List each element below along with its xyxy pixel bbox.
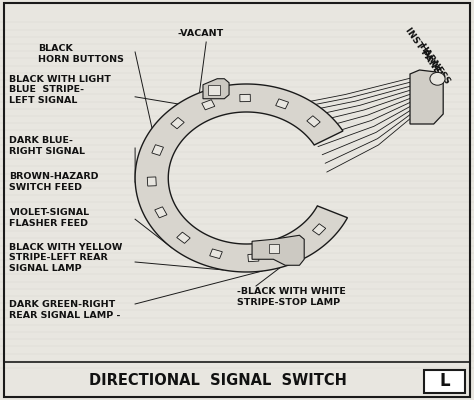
Text: BLACK WITH YELLOW
STRIPE-LEFT REAR
SIGNAL LAMP: BLACK WITH YELLOW STRIPE-LEFT REAR SIGNA… — [9, 243, 123, 273]
Polygon shape — [147, 177, 156, 186]
Text: INST PANEL: INST PANEL — [403, 26, 445, 80]
Circle shape — [430, 72, 445, 85]
Polygon shape — [312, 224, 326, 235]
Text: -BLACK WITH WHITE
STRIPE-STOP LAMP: -BLACK WITH WHITE STRIPE-STOP LAMP — [237, 287, 346, 307]
Polygon shape — [307, 116, 320, 127]
Polygon shape — [135, 84, 347, 272]
Text: BROWN-HAZARD
SWITCH FEED: BROWN-HAZARD SWITCH FEED — [9, 172, 99, 192]
Polygon shape — [410, 70, 443, 124]
Text: DARK GREEN-RIGHT
REAR SIGNAL LAMP -: DARK GREEN-RIGHT REAR SIGNAL LAMP - — [9, 300, 121, 320]
Text: DARK BLUE-
RIGHT SIGNAL: DARK BLUE- RIGHT SIGNAL — [9, 136, 85, 156]
Polygon shape — [276, 99, 289, 109]
Text: HARNESS: HARNESS — [416, 42, 451, 86]
Polygon shape — [152, 145, 164, 156]
Text: -VACANT: -VACANT — [178, 30, 224, 38]
Bar — [424, 370, 465, 393]
Text: BLACK WITH LIGHT
BLUE  STRIPE-
LEFT SIGNAL: BLACK WITH LIGHT BLUE STRIPE- LEFT SIGNA… — [9, 75, 111, 105]
Polygon shape — [177, 232, 190, 243]
Polygon shape — [155, 207, 167, 218]
Polygon shape — [171, 118, 184, 129]
Polygon shape — [202, 100, 215, 110]
Bar — [208, 85, 219, 95]
Text: L: L — [439, 372, 450, 390]
Bar — [269, 244, 279, 253]
Polygon shape — [203, 79, 229, 99]
Text: VIOLET-SIGNAL
FLASHER FEED: VIOLET-SIGNAL FLASHER FEED — [9, 208, 90, 228]
Polygon shape — [283, 244, 296, 254]
Polygon shape — [240, 94, 250, 102]
Polygon shape — [210, 249, 222, 258]
Polygon shape — [248, 254, 259, 262]
Polygon shape — [252, 235, 304, 265]
Text: DIRECTIONAL  SIGNAL  SWITCH: DIRECTIONAL SIGNAL SWITCH — [89, 373, 347, 388]
Text: BLACK
HORN BUTTONS: BLACK HORN BUTTONS — [38, 44, 124, 64]
